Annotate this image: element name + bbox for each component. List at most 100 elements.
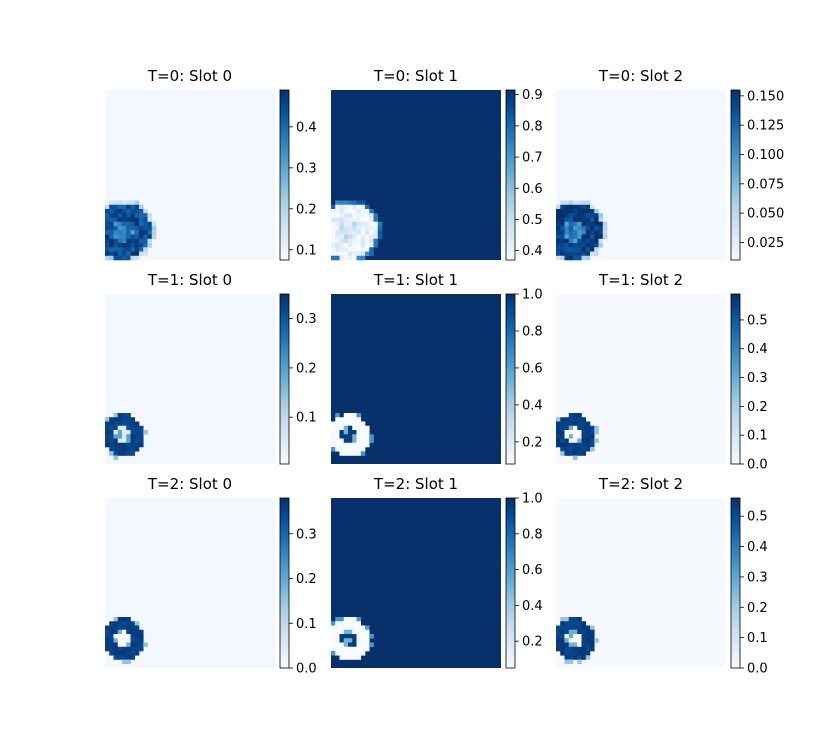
heatmap-cell xyxy=(143,209,148,214)
heatmap-cell xyxy=(348,430,353,435)
heatmap-cell xyxy=(105,425,110,431)
heatmap-cell xyxy=(139,209,144,214)
heatmap-cell xyxy=(573,238,578,244)
heatmap-cell xyxy=(348,217,353,223)
heatmap-cell xyxy=(109,417,114,422)
heatmap-cell xyxy=(577,438,582,444)
heatmap-cell xyxy=(568,451,574,456)
heatmap-cell xyxy=(365,251,370,257)
heatmap-cell xyxy=(331,255,336,261)
heatmap-cell xyxy=(369,221,374,227)
heatmap-cell xyxy=(139,425,144,431)
heatmap-cell xyxy=(109,434,114,439)
heatmap-cell xyxy=(585,442,591,448)
heatmap-cell xyxy=(577,625,582,631)
heatmap-cell xyxy=(360,421,366,427)
heatmap-cell xyxy=(581,655,587,660)
heatmap-cell xyxy=(598,221,604,227)
heatmap-cell xyxy=(564,217,570,223)
heatmap-cell xyxy=(360,255,366,261)
heatmap-cell xyxy=(365,247,370,252)
heatmap-cell xyxy=(369,230,374,235)
heatmap-cell xyxy=(360,234,366,240)
heatmap-cell xyxy=(356,417,362,422)
colorbar-tick-label: 0.3 xyxy=(296,161,317,176)
colorbar xyxy=(505,497,516,669)
heatmap-cell xyxy=(130,646,136,652)
heatmap-cell xyxy=(356,451,362,456)
heatmap-cell xyxy=(556,234,561,240)
heatmap-cell xyxy=(126,200,131,206)
heatmap-cell xyxy=(126,213,131,218)
heatmap-cell xyxy=(573,234,578,240)
heatmap-cell xyxy=(109,629,114,635)
colorbar-tick-label: 0.6 xyxy=(522,361,543,376)
subplot-title: T=2: Slot 0 xyxy=(147,475,232,493)
heatmap-cell xyxy=(130,221,136,227)
heatmap-cell xyxy=(109,621,114,626)
heatmap-cell xyxy=(151,234,157,240)
heatmap-cell xyxy=(122,625,127,631)
heatmap-cell xyxy=(331,217,336,223)
heatmap-cell xyxy=(564,646,570,652)
heatmap-cell xyxy=(585,230,591,235)
heatmap-cell xyxy=(134,434,140,439)
heatmap-cell xyxy=(360,209,366,214)
heatmap-cell xyxy=(331,638,336,643)
heatmap-cell xyxy=(577,243,582,248)
heatmap-cell xyxy=(581,251,587,257)
heatmap-cell xyxy=(122,646,127,652)
heatmap-cell xyxy=(573,629,578,635)
heatmap-cell xyxy=(560,629,565,635)
heatmap-cell xyxy=(343,621,349,626)
heatmap-cell xyxy=(360,642,366,648)
heatmap-cell xyxy=(343,430,349,435)
heatmap-cell xyxy=(335,629,340,635)
heatmap-cell xyxy=(360,221,366,227)
heatmap-cell xyxy=(143,247,148,252)
heatmap-cell xyxy=(564,213,570,218)
heatmap-cell xyxy=(577,447,582,452)
heatmap-cell xyxy=(585,646,591,652)
colorbar-tick-label: 0.6 xyxy=(522,182,543,197)
heatmap-cell xyxy=(113,617,119,622)
heatmap-cell xyxy=(348,451,353,456)
heatmap-cell xyxy=(126,230,131,235)
heatmap-cell xyxy=(356,646,362,652)
heatmap-cell xyxy=(122,243,127,248)
heatmap-cell xyxy=(564,659,570,665)
subplot-title: T=1: Slot 2 xyxy=(598,271,683,289)
heatmap-cell xyxy=(343,617,349,622)
heatmap-cell xyxy=(590,247,595,252)
heatmap-cell xyxy=(134,651,140,656)
heatmap-cell xyxy=(360,629,366,635)
heatmap-cell xyxy=(590,646,595,652)
heatmap-cell xyxy=(577,234,582,240)
heatmap-cell xyxy=(560,251,565,257)
heatmap-cell xyxy=(113,438,119,444)
heatmap-cell xyxy=(335,642,340,648)
heatmap-cell xyxy=(568,230,574,235)
heatmap-cell xyxy=(590,438,595,444)
heatmap-cell xyxy=(331,238,336,244)
heatmap-cell xyxy=(585,425,591,431)
heatmap-cell xyxy=(117,425,123,431)
heatmap-cell xyxy=(590,238,595,244)
heatmap-cell xyxy=(573,209,578,214)
subplot-title: T=0: Slot 2 xyxy=(598,67,683,85)
heatmap-cell xyxy=(130,430,136,435)
heatmap-cell xyxy=(348,442,353,448)
heatmap-cell xyxy=(134,217,140,223)
heatmap-cell xyxy=(556,417,561,422)
heatmap-cell xyxy=(560,226,565,231)
heatmap-cell xyxy=(331,430,336,435)
heatmap-cell xyxy=(147,230,153,235)
heatmap-cell xyxy=(122,200,127,206)
heatmap-cell xyxy=(105,251,110,257)
heatmap-cell xyxy=(113,425,119,431)
heatmap-cell xyxy=(577,655,582,660)
heatmap-cell xyxy=(365,430,370,435)
heatmap-cell xyxy=(352,651,357,656)
heatmap-cell xyxy=(134,629,140,635)
heatmap-cell xyxy=(134,226,140,231)
